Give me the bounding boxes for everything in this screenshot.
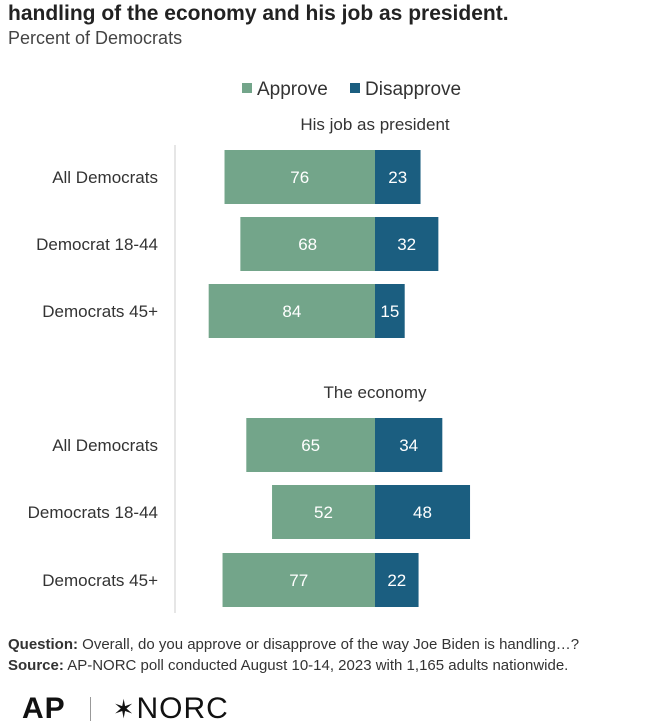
panel-title: His job as president xyxy=(300,115,450,134)
source-label: Source: xyxy=(8,657,64,674)
legend-swatch-disapprove xyxy=(350,83,360,93)
question-text: Overall, do you approve or disapprove of… xyxy=(78,636,580,653)
approve-bar xyxy=(224,150,375,204)
category-label: Democrats 45+ xyxy=(42,571,158,590)
category-label: Democrats 18-44 xyxy=(28,503,158,522)
norc-logo: ✶NORC xyxy=(113,692,229,726)
approve-value-label: 65 xyxy=(301,436,320,455)
disapprove-value-label: 48 xyxy=(413,503,432,522)
disapprove-value-label: 23 xyxy=(388,168,407,187)
disapprove-value-label: 32 xyxy=(397,235,416,254)
panel-title: The economy xyxy=(324,383,427,402)
approve-bar xyxy=(240,217,375,271)
approve-bar xyxy=(272,485,375,539)
disapprove-bar xyxy=(375,217,439,271)
chart-title: handling of the economy and his job as p… xyxy=(8,2,509,25)
legend-label-disapprove: Disapprove xyxy=(365,79,461,100)
approve-value-label: 68 xyxy=(298,235,317,254)
disapprove-bar xyxy=(375,284,405,338)
approve-value-label: 84 xyxy=(282,302,301,321)
source-note: Source: AP-NORC poll conducted August 10… xyxy=(8,655,579,676)
category-label: Democrat 18-44 xyxy=(36,235,158,254)
disapprove-bar xyxy=(375,418,443,472)
approve-value-label: 77 xyxy=(289,571,308,590)
category-label: All Democrats xyxy=(52,436,158,455)
disapprove-value-label: 15 xyxy=(380,302,399,321)
chart-subtitle: Percent of Democrats xyxy=(8,28,183,48)
disapprove-bar xyxy=(375,485,471,539)
approve-bar xyxy=(208,284,375,338)
category-label: Democrats 45+ xyxy=(42,302,158,321)
source-text: AP-NORC poll conducted August 10-14, 202… xyxy=(63,657,569,674)
question-note: Question: Overall, do you approve or dis… xyxy=(8,634,579,655)
approve-value-label: 76 xyxy=(290,168,309,187)
ap-logo: AP xyxy=(22,692,66,725)
approve-bar xyxy=(246,418,375,472)
bar-chart: Approve Disapprove His job as president All… xyxy=(28,79,471,613)
approve-value-label: 52 xyxy=(314,503,333,522)
legend-label-approve: Approve xyxy=(257,79,328,100)
disapprove-value-label: 22 xyxy=(387,571,406,590)
disapprove-bar xyxy=(375,553,419,607)
legend-swatch-approve xyxy=(242,83,252,93)
disapprove-bar xyxy=(375,150,421,204)
norc-logo-text: NORC xyxy=(136,692,229,725)
category-label: All Democrats xyxy=(52,168,158,187)
question-label: Question: xyxy=(8,636,78,653)
chart-footer: Question: Overall, do you approve or dis… xyxy=(8,634,579,676)
logo-divider xyxy=(89,697,91,721)
norc-star-icon: ✶ xyxy=(112,694,136,724)
disapprove-value-label: 34 xyxy=(399,436,418,455)
approve-bar xyxy=(222,553,375,607)
